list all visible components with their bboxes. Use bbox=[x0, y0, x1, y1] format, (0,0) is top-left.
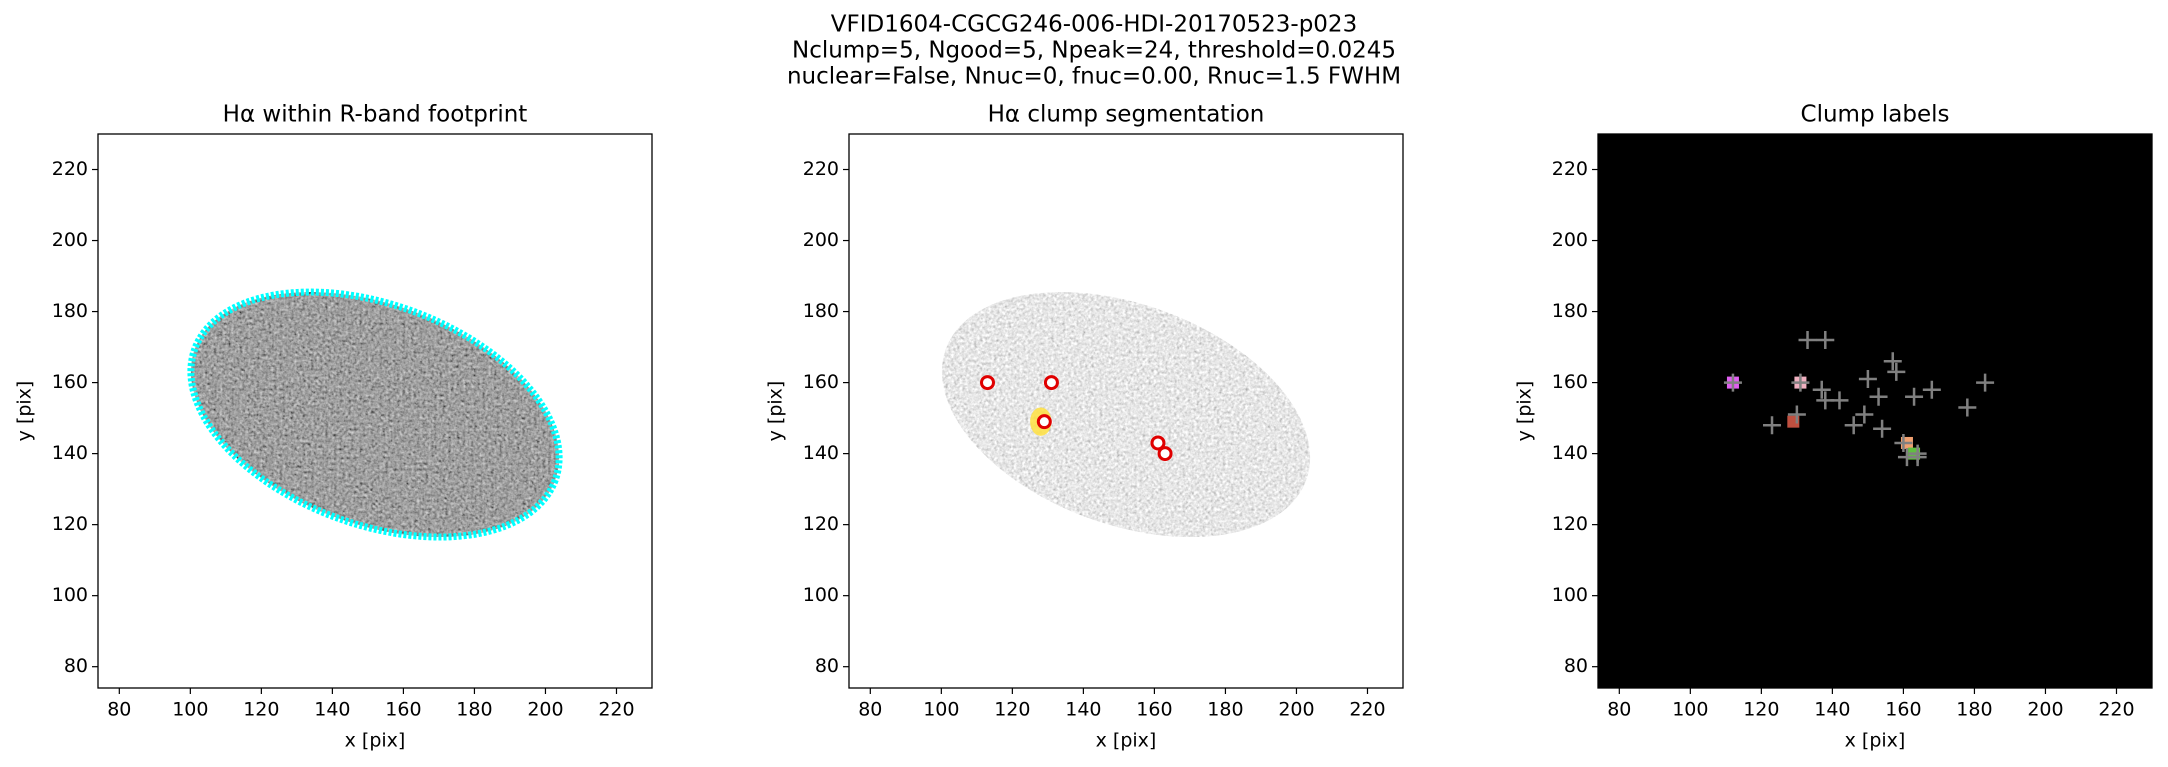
peak-marker bbox=[1858, 370, 1877, 389]
y-axis-label: y [pix] bbox=[14, 381, 36, 442]
y-tick-label: 220 bbox=[52, 158, 88, 180]
panel: 80 100 120 140 160 180 200 220 80 100 120 140 160 180… bbox=[765, 102, 1404, 752]
x-tick-label: 120 bbox=[1743, 699, 1779, 721]
x-axis-label: x [pix] bbox=[1096, 730, 1157, 752]
x-tick-label: 180 bbox=[456, 699, 492, 721]
peak-marker bbox=[1905, 387, 1924, 406]
y-tick-label: 180 bbox=[803, 300, 839, 322]
peak-marker bbox=[1887, 362, 1906, 381]
y-tick-label: 80 bbox=[1564, 655, 1588, 677]
peak-marker bbox=[1798, 330, 1817, 349]
y-tick-label: 80 bbox=[815, 655, 839, 677]
y-tick-label: 200 bbox=[1552, 229, 1588, 251]
x-tick-label: 140 bbox=[1065, 699, 1101, 721]
plot-area bbox=[1723, 330, 1995, 467]
panel-title: Hα clump segmentation bbox=[988, 102, 1265, 128]
clump-marker bbox=[1157, 446, 1173, 462]
y-tick-label: 220 bbox=[1552, 158, 1588, 180]
x-tick-label: 120 bbox=[994, 699, 1030, 721]
y-tick-label: 200 bbox=[52, 229, 88, 251]
y-tick-label: 160 bbox=[803, 371, 839, 393]
x-tick-label: 80 bbox=[858, 699, 882, 721]
peak-marker bbox=[1869, 387, 1888, 406]
x-tick-label: 160 bbox=[1136, 699, 1172, 721]
x-axis-label: x [pix] bbox=[345, 730, 406, 752]
y-tick-label: 160 bbox=[52, 371, 88, 393]
y-tick-label: 80 bbox=[64, 655, 88, 677]
x-tick-label: 200 bbox=[2027, 699, 2063, 721]
y-tick-label: 220 bbox=[803, 158, 839, 180]
x-axis-label: x [pix] bbox=[1845, 730, 1906, 752]
y-tick-label: 120 bbox=[1552, 513, 1588, 535]
peak-marker bbox=[1855, 405, 1874, 424]
x-tick-label: 140 bbox=[1814, 699, 1850, 721]
peak-marker bbox=[1844, 416, 1863, 435]
peak-marker bbox=[1922, 380, 1941, 399]
peak-marker bbox=[1976, 373, 1995, 392]
clump-marker bbox=[980, 375, 995, 391]
x-tick-label: 100 bbox=[1672, 699, 1708, 721]
clump-marker bbox=[1150, 435, 1166, 451]
x-tick-label: 220 bbox=[2098, 699, 2134, 721]
peak-marker bbox=[1723, 373, 1742, 392]
footprint-contour bbox=[187, 288, 563, 541]
peak-marker bbox=[1791, 373, 1810, 392]
y-tick-label: 100 bbox=[52, 584, 88, 606]
x-tick-label: 100 bbox=[923, 699, 959, 721]
plot-background bbox=[1598, 134, 2152, 688]
panel: 80 100 120 140 160 180 200 220 80 100 120 140 160 180… bbox=[14, 102, 653, 752]
x-tick-label: 180 bbox=[1207, 699, 1243, 721]
peak-marker bbox=[1830, 391, 1849, 410]
y-tick-label: 140 bbox=[52, 442, 88, 464]
clump-marker bbox=[1043, 375, 1059, 391]
y-tick-label: 140 bbox=[1552, 442, 1588, 464]
x-tick-label: 120 bbox=[243, 699, 279, 721]
y-tick-label: 160 bbox=[1552, 371, 1588, 393]
peak-marker bbox=[1763, 416, 1782, 435]
figure-subtitle: nuclear=False, Nnuc=0, fnuc=0.00, Rnuc=1… bbox=[787, 64, 1401, 90]
x-tick-label: 100 bbox=[172, 699, 208, 721]
y-tick-label: 180 bbox=[52, 300, 88, 322]
panel-title: Clump labels bbox=[1801, 102, 1950, 128]
plot-frame bbox=[848, 133, 1404, 689]
figure-subtitle: Nclump=5, Ngood=5, Npeak=24, threshold=0… bbox=[792, 38, 1396, 64]
panel: 80 100 120 140 160 180 200 220 80 100 120 140 160 180… bbox=[1514, 102, 2153, 752]
x-tick-label: 80 bbox=[1607, 699, 1631, 721]
peak-marker bbox=[1816, 330, 1835, 349]
x-tick-label: 160 bbox=[385, 699, 421, 721]
panel-title: Hα within R-band footprint bbox=[223, 102, 528, 128]
x-tick-label: 200 bbox=[527, 699, 563, 721]
x-tick-label: 160 bbox=[1885, 699, 1921, 721]
y-tick-label: 200 bbox=[803, 229, 839, 251]
plot-frame bbox=[97, 133, 653, 689]
y-tick-label: 120 bbox=[52, 513, 88, 535]
x-tick-label: 140 bbox=[314, 699, 350, 721]
y-tick-label: 140 bbox=[803, 442, 839, 464]
y-tick-label: 180 bbox=[1552, 300, 1588, 322]
y-tick-label: 120 bbox=[803, 513, 839, 535]
x-tick-label: 180 bbox=[1956, 699, 1992, 721]
peak-marker bbox=[1894, 433, 1913, 452]
y-axis-label: y [pix] bbox=[765, 381, 787, 442]
y-tick-label: 100 bbox=[1552, 584, 1588, 606]
x-tick-label: 80 bbox=[107, 699, 131, 721]
x-tick-label: 220 bbox=[598, 699, 634, 721]
x-tick-label: 220 bbox=[1349, 699, 1385, 721]
peak-marker bbox=[1958, 398, 1977, 417]
peak-marker bbox=[1883, 352, 1902, 371]
peak-marker bbox=[1908, 444, 1927, 463]
y-tick-label: 100 bbox=[803, 584, 839, 606]
clump-marker bbox=[1036, 414, 1052, 430]
figure-title: VFID1604-CGCG246-006-HDI-20170523-p023 bbox=[831, 12, 1357, 38]
x-tick-label: 200 bbox=[1278, 699, 1314, 721]
plot-frame bbox=[1597, 133, 2153, 689]
peak-marker bbox=[1873, 419, 1892, 438]
y-axis-label: y [pix] bbox=[1514, 381, 1536, 442]
peak-marker bbox=[1787, 405, 1806, 424]
peak-marker bbox=[1812, 380, 1831, 399]
